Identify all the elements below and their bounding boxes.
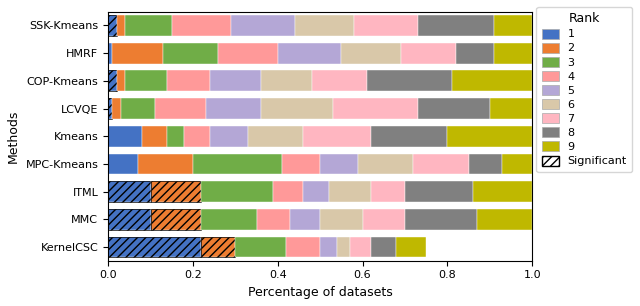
Bar: [447, 126, 532, 147]
Bar: [202, 237, 236, 257]
Bar: [468, 154, 502, 174]
Bar: [354, 15, 418, 36]
Bar: [456, 43, 494, 64]
Bar: [210, 70, 260, 91]
Bar: [108, 15, 116, 36]
Bar: [150, 181, 202, 202]
Bar: [320, 209, 362, 230]
Bar: [320, 154, 358, 174]
Bar: [108, 70, 116, 91]
Bar: [168, 70, 210, 91]
Bar: [202, 237, 236, 257]
Bar: [396, 237, 426, 257]
Bar: [236, 237, 286, 257]
Bar: [108, 181, 150, 202]
Bar: [294, 15, 354, 36]
Bar: [150, 209, 202, 230]
X-axis label: Percentage of datasets: Percentage of datasets: [248, 286, 392, 299]
Bar: [494, 43, 532, 64]
Bar: [125, 70, 168, 91]
Bar: [150, 181, 202, 202]
Bar: [108, 98, 113, 119]
Bar: [405, 181, 473, 202]
Bar: [155, 98, 205, 119]
Bar: [328, 181, 371, 202]
Bar: [405, 209, 477, 230]
Bar: [260, 70, 312, 91]
Bar: [286, 237, 320, 257]
Bar: [371, 181, 405, 202]
Bar: [108, 43, 113, 64]
Bar: [184, 126, 210, 147]
Bar: [333, 98, 418, 119]
Bar: [371, 126, 447, 147]
Bar: [121, 98, 155, 119]
Bar: [401, 43, 456, 64]
Bar: [108, 209, 150, 230]
Bar: [108, 209, 150, 230]
Bar: [113, 98, 121, 119]
Bar: [418, 98, 490, 119]
Bar: [108, 237, 202, 257]
Bar: [260, 98, 333, 119]
Bar: [138, 154, 193, 174]
Bar: [150, 209, 202, 230]
Bar: [218, 43, 278, 64]
Bar: [367, 70, 452, 91]
Y-axis label: Methods: Methods: [7, 110, 20, 163]
Bar: [210, 126, 248, 147]
Bar: [231, 15, 294, 36]
Bar: [116, 70, 125, 91]
Bar: [337, 237, 350, 257]
Bar: [202, 209, 257, 230]
Bar: [248, 126, 303, 147]
Bar: [490, 98, 532, 119]
Bar: [320, 237, 337, 257]
Bar: [172, 15, 231, 36]
Bar: [473, 181, 532, 202]
Bar: [371, 237, 396, 257]
Bar: [494, 15, 532, 36]
Bar: [358, 154, 413, 174]
Bar: [362, 209, 405, 230]
Bar: [303, 181, 328, 202]
Bar: [108, 70, 116, 91]
Bar: [108, 181, 150, 202]
Bar: [418, 15, 494, 36]
Bar: [257, 209, 291, 230]
Bar: [312, 70, 367, 91]
Bar: [116, 15, 125, 36]
Bar: [125, 15, 172, 36]
Bar: [193, 154, 282, 174]
Bar: [502, 154, 532, 174]
Bar: [202, 181, 273, 202]
Bar: [108, 154, 138, 174]
Bar: [350, 237, 371, 257]
Bar: [341, 43, 401, 64]
Bar: [163, 43, 218, 64]
Bar: [142, 126, 168, 147]
Bar: [273, 181, 303, 202]
Bar: [108, 15, 116, 36]
Bar: [291, 209, 320, 230]
Legend: 1, 2, 3, 4, 5, 6, 7, 8, 9, Significant: 1, 2, 3, 4, 5, 6, 7, 8, 9, Significant: [536, 7, 632, 172]
Bar: [477, 209, 532, 230]
Bar: [108, 126, 142, 147]
Bar: [168, 126, 184, 147]
Bar: [452, 70, 532, 91]
Bar: [108, 98, 113, 119]
Bar: [282, 154, 320, 174]
Bar: [108, 237, 202, 257]
Bar: [205, 98, 260, 119]
Bar: [413, 154, 468, 174]
Bar: [303, 126, 371, 147]
Bar: [278, 43, 341, 64]
Bar: [113, 43, 163, 64]
